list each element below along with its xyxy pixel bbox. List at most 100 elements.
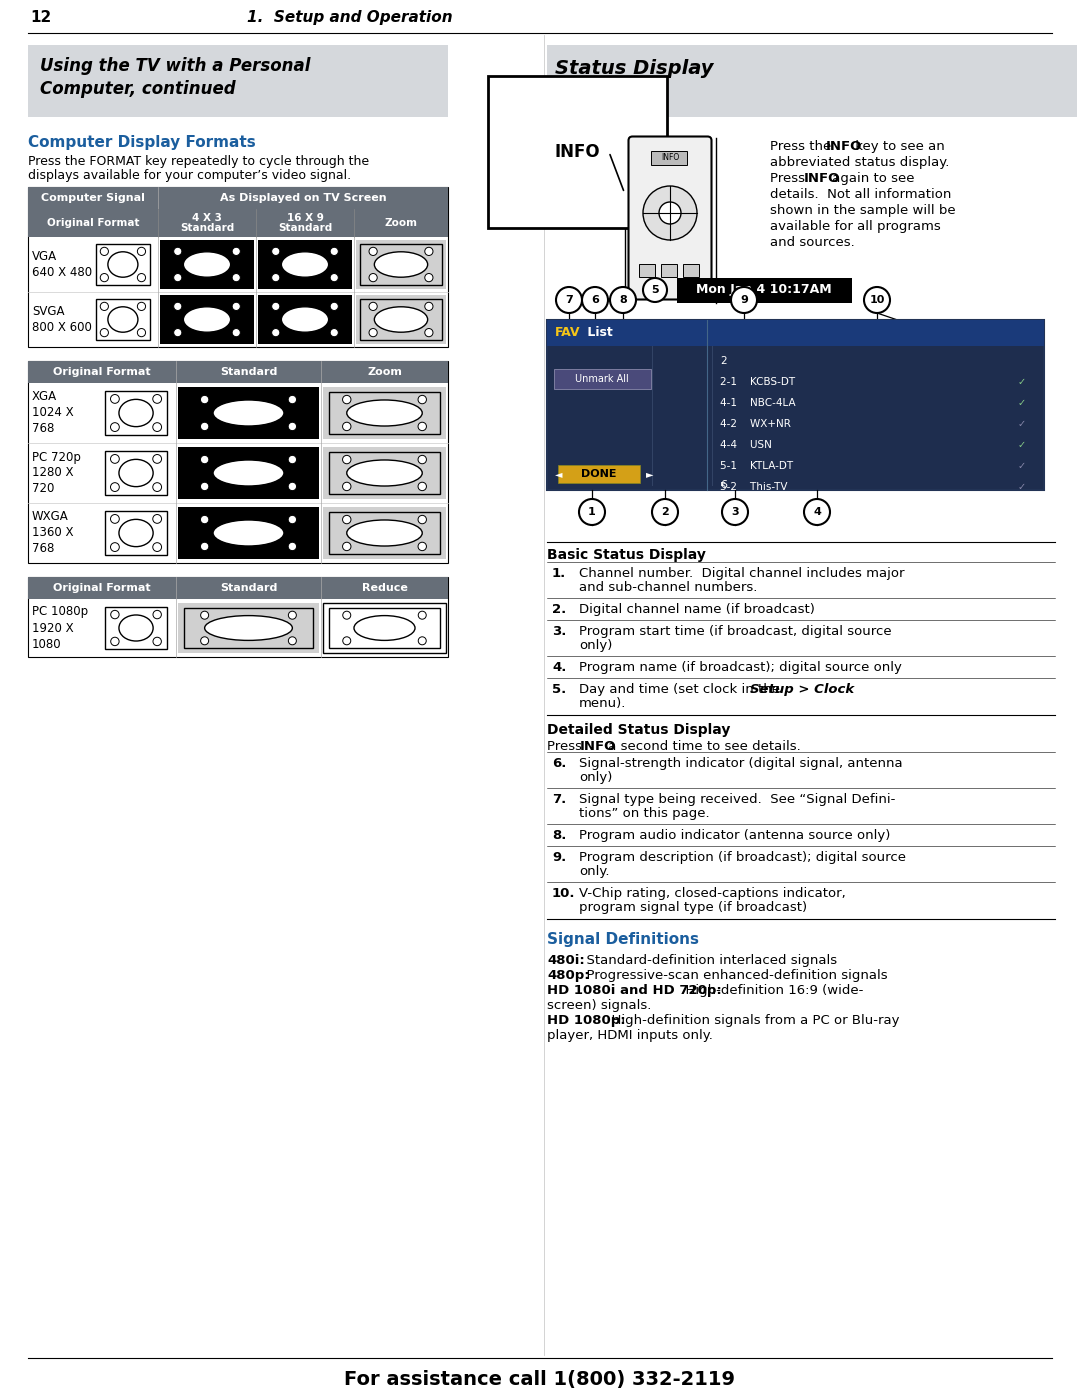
Bar [96, 244, 150, 285]
Circle shape [201, 612, 208, 619]
Text: INFO: INFO [555, 142, 600, 161]
Bar [329, 511, 440, 555]
Circle shape [110, 542, 119, 552]
Circle shape [288, 637, 296, 645]
Text: Original Format: Original Format [53, 367, 151, 377]
Text: Program name (if broadcast); digital source only: Program name (if broadcast); digital sou… [579, 661, 902, 673]
Circle shape [288, 515, 297, 524]
Text: 4.: 4. [552, 661, 566, 673]
Bar [178, 604, 319, 652]
Bar [105, 608, 167, 650]
Bar [28, 210, 448, 237]
Text: Computer Display Formats: Computer Display Formats [28, 136, 256, 149]
Text: Program audio indicator (antenna source only): Program audio indicator (antenna source … [579, 828, 890, 842]
Text: FAV: FAV [555, 327, 581, 339]
Text: ✓: ✓ [1018, 440, 1026, 450]
Text: SVGA
800 X 600: SVGA 800 X 600 [32, 305, 92, 334]
FancyBboxPatch shape [629, 137, 712, 299]
Circle shape [582, 286, 608, 313]
Text: ✓: ✓ [1018, 461, 1026, 471]
Bar [323, 604, 446, 652]
Bar [329, 393, 440, 434]
Circle shape [201, 515, 208, 524]
Text: 2: 2 [720, 356, 727, 366]
Bar [546, 320, 1044, 490]
Circle shape [100, 328, 108, 337]
Circle shape [418, 455, 427, 464]
Circle shape [110, 483, 119, 492]
Text: ✓: ✓ [1018, 398, 1026, 408]
Circle shape [137, 274, 146, 282]
Text: PC 720p
1280 X
720: PC 720p 1280 X 720 [32, 450, 81, 496]
Bar [184, 453, 313, 495]
Text: 7.: 7. [552, 793, 566, 806]
Circle shape [418, 482, 427, 490]
Ellipse shape [347, 520, 422, 546]
Bar [546, 45, 1077, 117]
Bar [323, 447, 446, 499]
Bar [329, 608, 440, 648]
Circle shape [152, 514, 162, 524]
Text: only): only) [579, 771, 612, 784]
Circle shape [330, 302, 338, 310]
Circle shape [153, 637, 161, 645]
Text: shown in the sample will be: shown in the sample will be [770, 204, 956, 217]
Circle shape [201, 422, 208, 430]
Text: Channel number.  Digital channel includes major: Channel number. Digital channel includes… [579, 567, 905, 580]
Text: 5-2    This-TV: 5-2 This-TV [720, 482, 787, 492]
Circle shape [137, 247, 146, 256]
Text: 4: 4 [813, 507, 821, 517]
Text: Status Display: Status Display [555, 59, 714, 78]
Text: 4-1    NBC-4LA: 4-1 NBC-4LA [720, 398, 796, 408]
Text: 9: 9 [740, 295, 748, 305]
Circle shape [643, 186, 697, 240]
Ellipse shape [213, 460, 284, 486]
Text: ✓: ✓ [1018, 482, 1026, 492]
Ellipse shape [347, 400, 422, 426]
Text: DONE: DONE [581, 469, 617, 479]
Text: 5-1    KTLA-DT: 5-1 KTLA-DT [720, 461, 793, 471]
Bar [356, 295, 446, 344]
Circle shape [174, 247, 181, 256]
Bar [96, 299, 150, 339]
Text: 6.: 6. [552, 757, 566, 770]
Bar [184, 511, 313, 555]
Ellipse shape [347, 460, 422, 486]
Circle shape [174, 328, 181, 337]
Circle shape [342, 395, 351, 404]
Text: Digital channel name (if broadcast): Digital channel name (if broadcast) [579, 604, 815, 616]
Text: 1: 1 [589, 507, 596, 517]
Text: and sub-channel numbers.: and sub-channel numbers. [579, 581, 757, 594]
Circle shape [342, 422, 351, 430]
Text: Reduce: Reduce [362, 583, 407, 592]
Circle shape [100, 247, 108, 256]
Circle shape [418, 422, 427, 430]
Circle shape [137, 302, 146, 310]
Text: 8: 8 [619, 295, 626, 305]
Text: details.  Not all information: details. Not all information [770, 189, 951, 201]
Text: 2.: 2. [552, 604, 566, 616]
Circle shape [659, 203, 681, 224]
Ellipse shape [375, 251, 428, 277]
Text: XGA
1024 X
768: XGA 1024 X 768 [32, 391, 73, 436]
Bar [356, 240, 446, 289]
Ellipse shape [108, 251, 138, 277]
Text: INFO: INFO [825, 140, 862, 154]
Circle shape [424, 274, 433, 282]
Text: ◄: ◄ [555, 469, 563, 479]
Bar [105, 451, 167, 495]
Circle shape [232, 328, 241, 337]
Text: Press the: Press the [770, 140, 836, 154]
Text: Standard-definition interlaced signals: Standard-definition interlaced signals [578, 954, 837, 967]
Circle shape [201, 455, 208, 464]
Circle shape [174, 302, 181, 310]
Text: a second time to see details.: a second time to see details. [604, 740, 800, 753]
Text: 9.: 9. [552, 851, 566, 863]
Circle shape [272, 302, 280, 310]
Text: 3: 3 [731, 507, 739, 517]
Text: HD 1080p:: HD 1080p: [546, 1014, 625, 1027]
Bar [178, 507, 319, 559]
Text: Press: Press [546, 740, 586, 753]
Circle shape [369, 274, 377, 282]
Text: 480p:: 480p: [546, 970, 590, 982]
